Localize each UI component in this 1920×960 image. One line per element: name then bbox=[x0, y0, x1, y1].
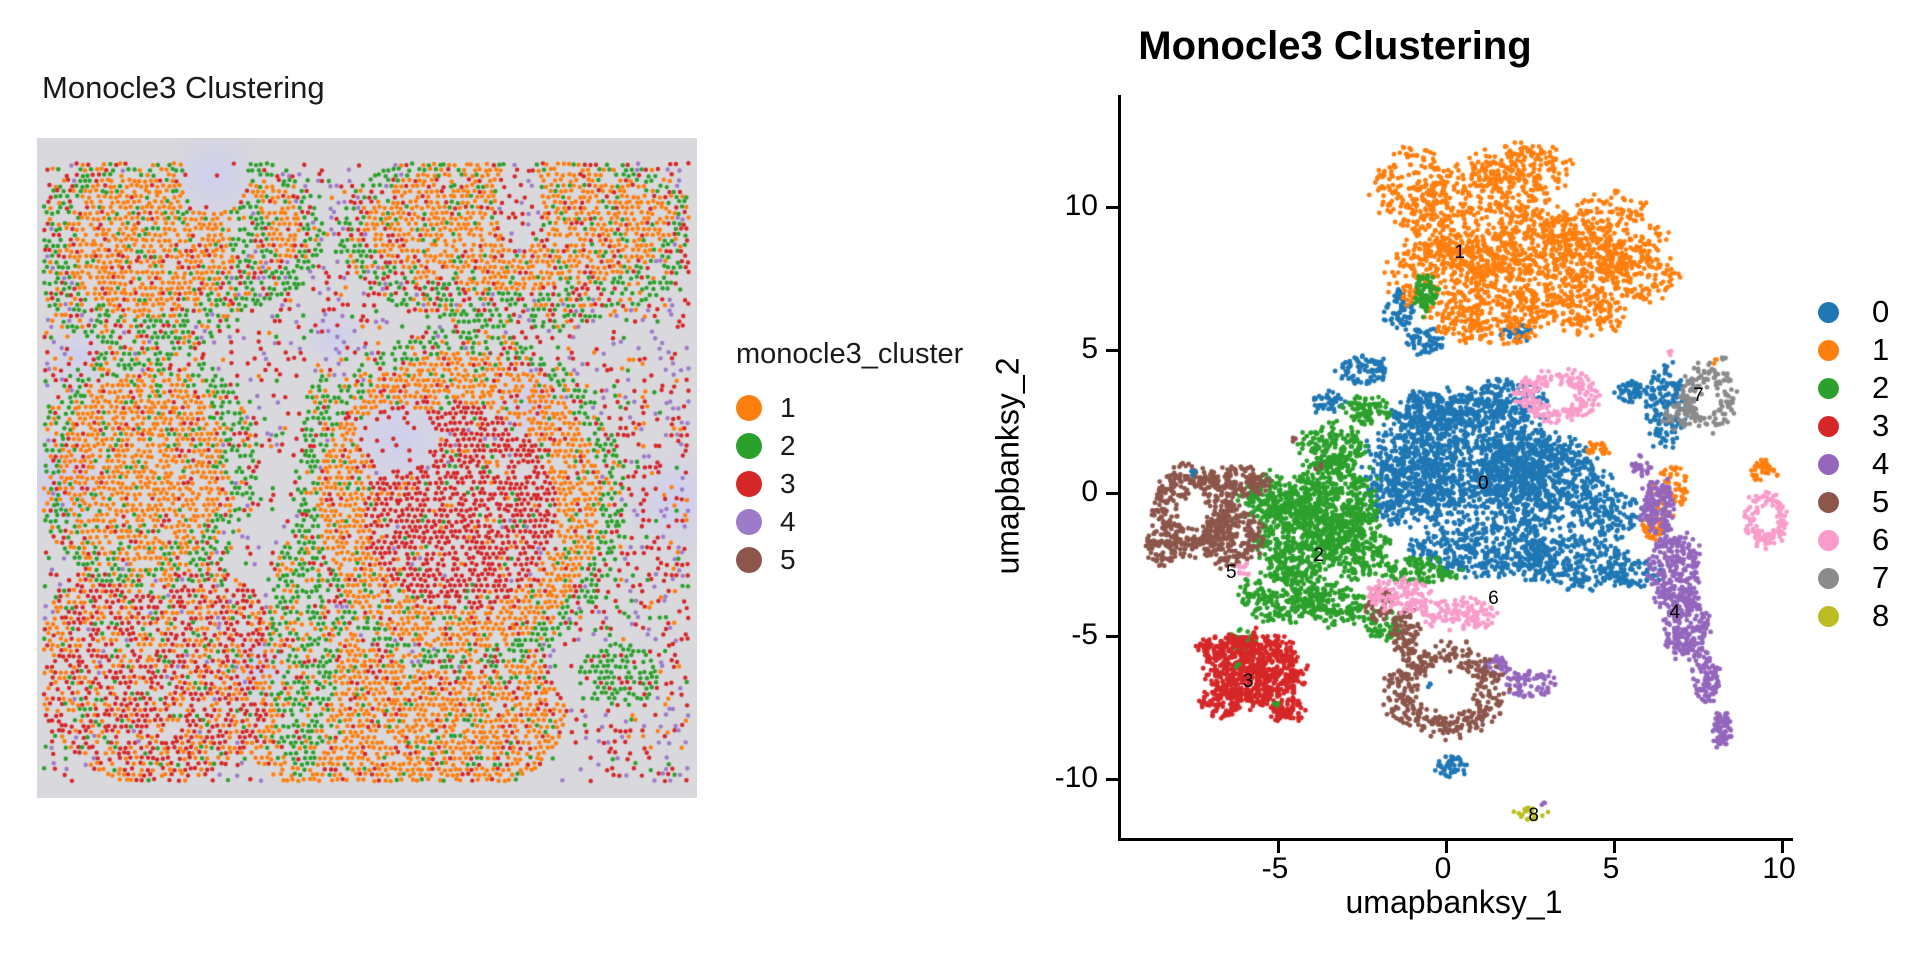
legend-item-label: 2 bbox=[780, 430, 796, 461]
legend-item: 4 bbox=[736, 503, 963, 541]
y-tick-mark bbox=[1106, 491, 1118, 495]
legend-item: 3 bbox=[1818, 407, 1889, 445]
left-legend-items: 1 2 3 4 5 bbox=[736, 389, 963, 579]
x-tick-label: -5 bbox=[1261, 852, 1289, 885]
cluster-label-5: 5 bbox=[1226, 562, 1237, 584]
legend-color-dot-icon bbox=[1818, 453, 1839, 475]
right-plot-title: Monocle3 Clustering bbox=[1138, 24, 1532, 68]
legend-item: 0 bbox=[1818, 293, 1889, 331]
cluster-label-1: 1 bbox=[1454, 241, 1466, 263]
legend-item: 8 bbox=[1818, 597, 1889, 635]
x-tick-mark bbox=[1444, 841, 1448, 853]
legend-color-dot-icon bbox=[736, 395, 762, 421]
legend-item: 3 bbox=[736, 465, 963, 503]
legend-color-dot-icon bbox=[1818, 301, 1839, 323]
legend-color-dot-icon bbox=[736, 509, 762, 535]
legend-item-label: 8 bbox=[1872, 598, 1890, 633]
legend-color-dot-icon bbox=[1818, 377, 1839, 399]
legend-item-label: 5 bbox=[1872, 484, 1890, 519]
left-legend-title: monocle3_cluster bbox=[736, 338, 964, 370]
legend-color-dot-icon bbox=[1818, 567, 1839, 589]
y-tick-label: 5 bbox=[1081, 332, 1098, 365]
x-tick-mark bbox=[1276, 841, 1280, 853]
legend-item-label: 5 bbox=[780, 544, 796, 575]
x-tick-label: 0 bbox=[1434, 852, 1452, 885]
legend-item-label: 4 bbox=[1872, 446, 1890, 481]
y-axis-label: umapbanksy_2 bbox=[989, 357, 1026, 575]
legend-item-label: 3 bbox=[1872, 408, 1890, 443]
legend-item-label: 6 bbox=[1872, 522, 1890, 557]
y-tick-label: -10 bbox=[1054, 761, 1098, 794]
spatial-scatter-canvas bbox=[37, 138, 697, 798]
legend-color-dot-icon bbox=[1818, 605, 1839, 627]
y-tick-mark bbox=[1106, 205, 1118, 209]
y-tick-label: 0 bbox=[1081, 475, 1098, 508]
y-tick-label: 10 bbox=[1064, 189, 1098, 222]
legend-color-dot-icon bbox=[1818, 529, 1839, 551]
legend-item: 2 bbox=[1818, 369, 1889, 407]
legend-item: 4 bbox=[1818, 445, 1889, 483]
legend-item: 1 bbox=[1818, 331, 1889, 369]
legend-color-dot-icon bbox=[1818, 339, 1839, 361]
cluster-label-3: 3 bbox=[1242, 670, 1254, 692]
cluster-label-2: 2 bbox=[1313, 544, 1324, 566]
right-legend: 0 1 2 3 4 5 6 7 bbox=[1818, 293, 1889, 635]
x-tick-label: 5 bbox=[1602, 852, 1620, 885]
x-tick-label: 10 bbox=[1762, 852, 1796, 885]
legend-item-label: 1 bbox=[1872, 332, 1890, 367]
cluster-label-7: 7 bbox=[1693, 384, 1704, 406]
legend-color-dot-icon bbox=[736, 433, 762, 459]
legend-item: 5 bbox=[736, 541, 963, 579]
right-legend-items: 0 1 2 3 4 5 6 7 bbox=[1818, 293, 1889, 635]
legend-item-label: 3 bbox=[780, 468, 796, 499]
legend-item-label: 7 bbox=[1872, 560, 1890, 595]
legend-item-label: 2 bbox=[1872, 370, 1890, 405]
legend-item: 2 bbox=[736, 427, 963, 465]
legend-color-dot-icon bbox=[1818, 415, 1839, 437]
left-legend: monocle3_cluster 1 2 3 4 5 bbox=[736, 338, 963, 579]
legend-item-label: 0 bbox=[1872, 294, 1890, 329]
left-plot-title: Monocle3 Clustering bbox=[42, 70, 325, 105]
cluster-label-4: 4 bbox=[1669, 602, 1681, 624]
legend-item-label: 4 bbox=[780, 506, 796, 537]
y-tick-mark bbox=[1106, 777, 1118, 781]
legend-color-dot-icon bbox=[736, 547, 762, 573]
cluster-label-8: 8 bbox=[1528, 805, 1540, 827]
spatial-plot-area bbox=[37, 138, 697, 798]
legend-item: 6 bbox=[1818, 521, 1889, 559]
y-tick-mark bbox=[1106, 634, 1118, 638]
x-tick-mark bbox=[1612, 841, 1616, 853]
legend-item: 7 bbox=[1818, 559, 1889, 597]
x-axis-label: umapbanksy_1 bbox=[1345, 884, 1563, 920]
umap-plot-panel bbox=[1106, 95, 1793, 853]
legend-item: 5 bbox=[1818, 483, 1889, 521]
legend-color-dot-icon bbox=[1818, 491, 1839, 513]
legend-item-label: 1 bbox=[780, 392, 796, 423]
x-tick-mark bbox=[1780, 841, 1784, 853]
cluster-label-6: 6 bbox=[1488, 587, 1499, 609]
y-tick-mark bbox=[1106, 348, 1118, 352]
cluster-label-0: 0 bbox=[1478, 473, 1489, 495]
legend-item: 1 bbox=[736, 389, 963, 427]
legend-color-dot-icon bbox=[736, 471, 762, 497]
y-tick-label: -5 bbox=[1071, 618, 1098, 651]
